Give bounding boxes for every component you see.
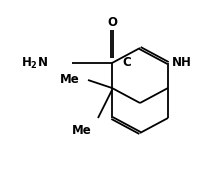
Text: $\mathbf{H_2N}$: $\mathbf{H_2N}$ [21,56,48,70]
Text: O: O [107,16,117,28]
Text: Me: Me [72,123,92,137]
Text: NH: NH [172,56,192,68]
Text: C: C [122,56,131,70]
Text: Me: Me [60,73,80,87]
